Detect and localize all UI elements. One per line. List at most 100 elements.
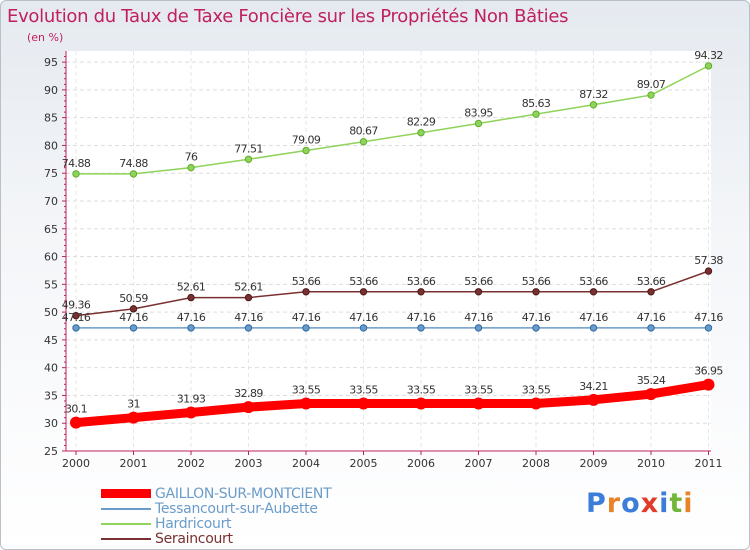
data-point <box>129 324 138 332</box>
y-tick-label: 60 <box>44 251 58 264</box>
data-label: 50.59 <box>119 292 148 305</box>
logo-letter: o <box>621 488 641 519</box>
y-tick-label: 25 <box>44 445 58 458</box>
data-label: 47.16 <box>119 311 148 324</box>
y-tick-label: 55 <box>44 278 58 291</box>
data-point <box>645 388 657 401</box>
data-point <box>357 397 370 410</box>
x-tick-label: 2005 <box>350 457 378 470</box>
legend-swatch <box>101 507 151 510</box>
data-label: 53.66 <box>637 275 666 288</box>
data-label: 47.16 <box>637 311 666 324</box>
data-label: 79.09 <box>292 134 321 147</box>
data-point <box>187 163 195 172</box>
y-axis-units: (en %) <box>27 31 64 44</box>
x-tick-label: 2004 <box>292 457 320 470</box>
data-label: 89.07 <box>637 78 666 91</box>
data-point <box>72 311 80 320</box>
data-label: 74.88 <box>119 157 148 170</box>
data-point <box>359 138 368 146</box>
data-point <box>244 155 253 163</box>
data-point <box>530 397 542 410</box>
x-tick-label: 2010 <box>637 457 665 470</box>
y-tick-label: 35 <box>44 389 58 402</box>
legend-item: GAILLON-SUR-MONTCIENT <box>101 485 332 502</box>
x-tick-label: 2008 <box>522 457 550 470</box>
logo-letter: i <box>659 488 670 519</box>
data-point <box>187 293 195 302</box>
data-point <box>72 324 80 332</box>
data-label: 47.16 <box>177 311 206 324</box>
data-point <box>417 288 425 296</box>
data-point <box>647 324 655 332</box>
data-label: 47.16 <box>234 311 263 324</box>
data-label: 47.16 <box>407 311 436 324</box>
legend: GAILLON-SUR-MONTCIENT Tessancourt-sur-Aub… <box>101 485 332 547</box>
data-label: 77.51 <box>234 142 263 155</box>
logo-letter: i <box>683 488 694 519</box>
data-point <box>187 324 195 332</box>
data-label: 87.32 <box>579 88 608 101</box>
data-label: 47.16 <box>694 311 723 324</box>
data-label: 47.16 <box>349 311 378 324</box>
data-label: 33.55 <box>349 384 378 397</box>
y-tick-label: 30 <box>44 417 58 430</box>
data-label: 47.16 <box>579 311 608 324</box>
x-tick-label: 2011 <box>695 457 723 470</box>
legend-swatch <box>101 489 151 498</box>
data-label: 53.66 <box>292 275 321 288</box>
data-point <box>129 170 138 178</box>
y-tick-label: 65 <box>44 223 58 236</box>
data-label: 74.88 <box>62 157 91 170</box>
data-label: 47.16 <box>464 311 493 324</box>
data-point <box>244 293 253 302</box>
y-tick-label: 50 <box>44 306 58 319</box>
data-point <box>704 267 713 275</box>
data-label: 34.21 <box>579 380 608 393</box>
data-point <box>589 101 598 109</box>
data-label: 52.61 <box>234 281 263 294</box>
series-line-2 <box>75 65 710 175</box>
data-point <box>70 416 82 429</box>
data-label: 53.66 <box>522 275 551 288</box>
data-label: 47.16 <box>62 311 91 324</box>
data-label: 30.1 <box>65 403 87 416</box>
logo-letter: r <box>606 488 622 519</box>
data-label: 53.66 <box>349 275 378 288</box>
proxiti-logo: Proxiti <box>586 488 694 519</box>
data-point <box>587 393 600 406</box>
data-point <box>532 110 540 118</box>
data-label: 49.36 <box>62 299 91 312</box>
data-label: 94.32 <box>694 49 723 62</box>
series-line-3 <box>75 270 710 317</box>
data-point <box>129 305 138 313</box>
data-label: 31 <box>127 398 140 411</box>
data-point <box>302 288 310 296</box>
data-point <box>244 324 253 332</box>
data-label: 47.16 <box>292 311 321 324</box>
data-label: 57.38 <box>694 254 723 267</box>
x-tick-label: 2007 <box>465 457 493 470</box>
data-point <box>647 288 655 296</box>
data-point <box>242 401 255 414</box>
legend-swatch <box>101 537 151 540</box>
y-tick-label: 70 <box>44 195 58 208</box>
data-point <box>300 397 312 410</box>
logo-letter: P <box>586 488 607 519</box>
data-label: 35.24 <box>637 374 666 387</box>
x-tick-label: 2002 <box>177 457 205 470</box>
data-label: 32.89 <box>234 387 263 400</box>
data-point <box>702 378 715 391</box>
data-point <box>359 288 368 296</box>
data-point <box>532 324 540 332</box>
data-label: 47.16 <box>522 311 551 324</box>
data-label: 85.63 <box>522 97 551 110</box>
legend-label: Hardricourt <box>155 515 232 532</box>
data-label: 53.66 <box>464 275 493 288</box>
legend-swatch <box>101 522 151 525</box>
legend-label: GAILLON-SUR-MONTCIENT <box>155 485 332 502</box>
data-point <box>302 146 310 155</box>
data-label: 33.55 <box>292 384 321 397</box>
data-label: 33.55 <box>464 384 493 397</box>
